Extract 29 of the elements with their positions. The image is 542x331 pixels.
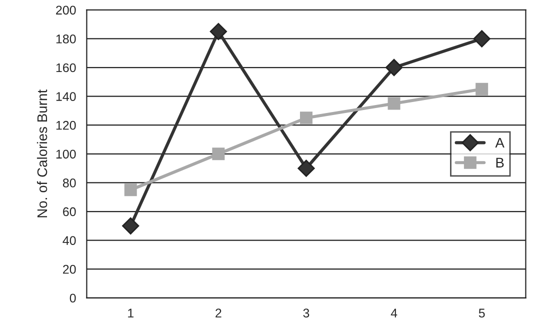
point [388,97,400,110]
y-tick-label: 20 [63,264,76,274]
point [476,82,488,96]
y-tick-label: 60 [63,207,76,216]
x-tick-label: 3 [303,308,310,318]
x-tick-label: 5 [478,308,485,318]
y-tick-label: 0 [70,294,76,303]
legend-label: B [496,158,504,168]
x-tick-label: 1 [128,308,134,318]
point [473,30,490,48]
y-tick-label: 140 [56,92,76,101]
x-tick-label: 4 [390,308,398,318]
y-tick-label: 200 [56,6,76,15]
y-tick-label: 160 [56,63,76,72]
y-tick-label: 40 [62,236,76,245]
legend-label: A [495,138,504,148]
point [298,160,315,177]
point [210,22,227,40]
point [122,217,140,234]
point [124,184,137,196]
y-tick-label: 80 [62,178,76,188]
y-tick-label: 120 [56,120,76,130]
point [300,112,312,124]
point [212,148,225,160]
x-tick-label: 2 [216,308,222,318]
y-tick-label: 180 [56,34,76,44]
y-tick-label: 100 [56,150,76,159]
y-axis-title: No. of Calories Burnt [36,90,48,218]
point [385,58,403,76]
